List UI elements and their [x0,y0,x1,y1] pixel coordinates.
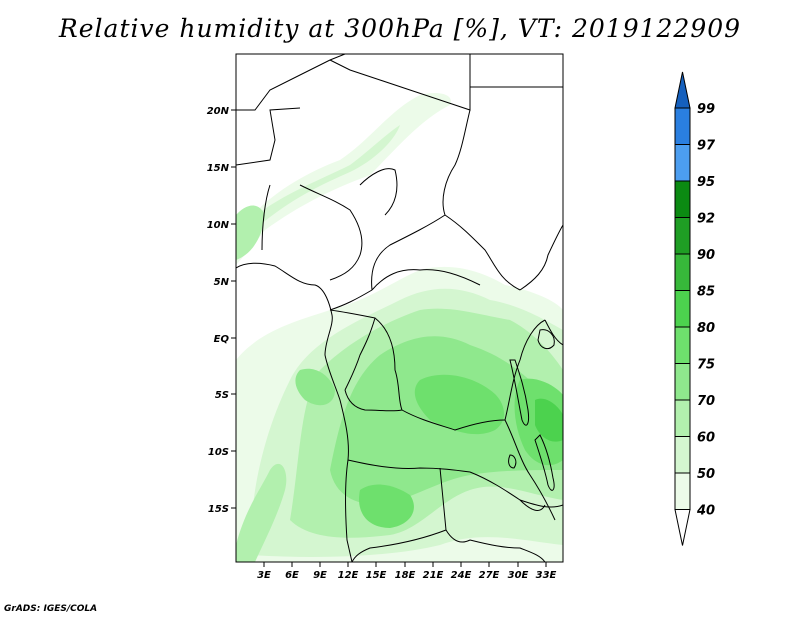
lat-tick-label: 10S [208,447,229,458]
colorbar-segment [674,326,691,364]
humidity-sahel-band [236,93,451,265]
colorbar-segment [674,217,691,255]
colorbar-segment [674,399,691,437]
colorbar-level-label: 97 [697,139,716,154]
colorbar-bottom-arrow [674,509,691,546]
colorbar-level-label: 50 [697,467,715,482]
lon-tick-label: 21E [423,570,444,581]
humidity-sahel-band-inner [250,125,400,225]
colorbar-level-label: 92 [697,212,715,227]
colorbar-level-label: 70 [697,394,715,409]
lon-axis [263,562,547,567]
footer-credit: GrADS: IGES/COLA [4,604,98,614]
humidity-west-75 [295,368,335,406]
humidity-angola-75 [359,484,414,528]
colorbar-level-label: 85 [697,285,715,300]
colorbar-segment [674,144,691,182]
lon-tick-label: 27E [479,570,500,581]
colorbar-segment [674,107,691,145]
colorbar-segment [674,180,691,218]
lat-tick-label: EQ [214,334,230,345]
colorbar-top-arrow [674,71,691,109]
lon-tick-label: 18E [395,570,416,581]
map-title: Relative humidity at 300hPa [%], VT: 201… [58,14,742,43]
colorbar-segment [674,253,691,291]
humidity-east-85 [535,398,563,442]
lon-tick-label: 24E [451,570,472,581]
lon-tick-label: 3E [257,570,271,581]
colorbar-level-label: 80 [697,321,715,336]
colorbar: 99 97 95 92 90 85 80 75 70 60 50 40 [674,71,716,546]
lon-tick-label: 33E [536,570,557,581]
humidity-west-coast [236,205,265,260]
humidity-sw-60 [236,463,287,562]
lon-tick-label: 6E [285,570,299,581]
colorbar-level-label: 75 [697,358,715,373]
colorbar-level-label: 99 [697,102,715,117]
humidity-shading [236,93,563,562]
colorbar-level-label: 60 [697,431,715,446]
colorbar-segment [674,472,691,510]
lat-tick-label: 10N [207,220,230,231]
colorbar-level-label: 95 [697,175,715,190]
colorbar-segment [674,290,691,328]
lat-tick-label: 20N [207,106,230,117]
humidity-core-75 [414,374,505,435]
lat-tick-label: 15N [207,163,230,174]
colorbar-segment [674,363,691,401]
colorbar-level-label: 40 [696,504,715,519]
lat-tick-label: 15S [208,504,229,515]
map-frame [235,53,564,563]
country-boundaries [236,54,563,562]
colorbar-segment [674,436,691,474]
lon-tick-label: 30E [508,570,529,581]
colorbar-level-label: 90 [697,248,715,263]
lat-axis [231,109,236,509]
lon-tick-label: 15E [366,570,387,581]
lat-tick-label: 5N [214,277,230,288]
lat-tick-label: 5S [215,390,229,401]
lon-tick-label: 12E [338,570,359,581]
lon-tick-label: 9E [313,570,327,581]
